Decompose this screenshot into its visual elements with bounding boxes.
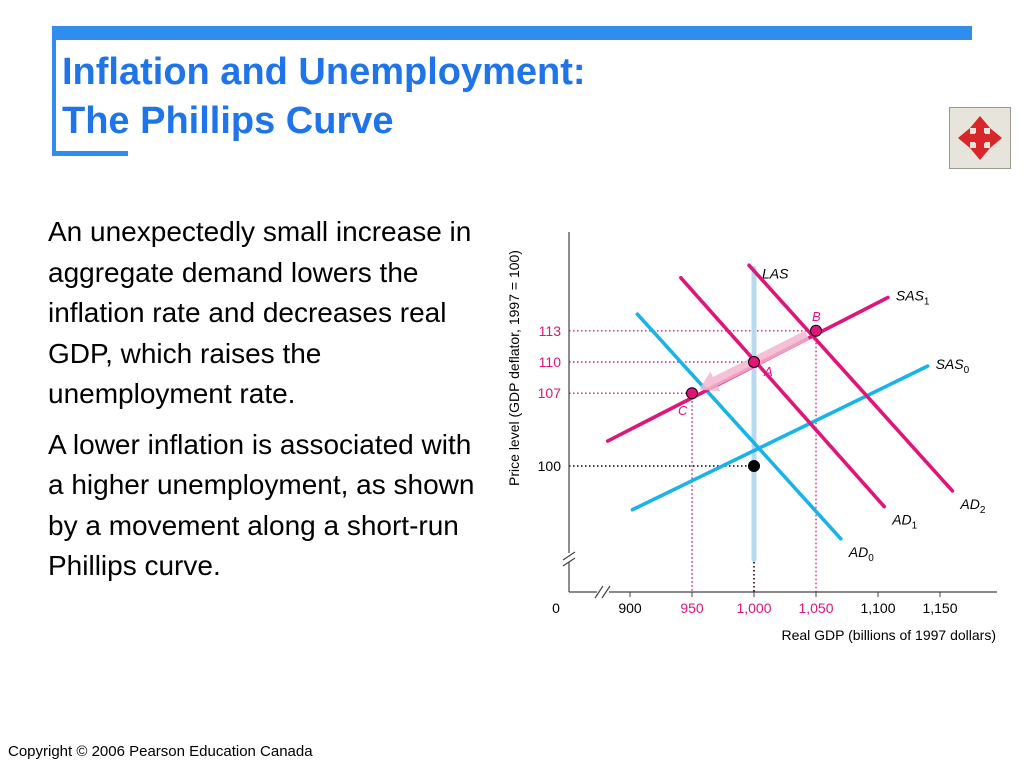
x-axis-break-gap [597, 588, 609, 596]
y-tick-label: 107 [538, 385, 562, 401]
x-tick-label: 1,150 [922, 600, 957, 616]
x-tick-label: 1,000 [736, 600, 771, 616]
chart-curves: LAS AD0 SAS0 SAS1 AD1 AD2 [605, 263, 986, 564]
guide-lines [569, 330, 817, 592]
paragraph-2: A lower inflation is associated with a h… [48, 428, 475, 582]
copyright-footer: Copyright © 2006 Pearson Education Canad… [8, 743, 313, 760]
point-c [686, 387, 698, 400]
chart-points: A B C [678, 309, 822, 472]
y-axis-break-gap [564, 553, 574, 562]
x-tick-label: 900 [618, 600, 642, 616]
x-axis-break-mark [601, 585, 611, 599]
title-accent-bar [52, 26, 972, 40]
point-a [748, 356, 760, 368]
x-axis-title: Real GDP (billions of 1997 dollars) [781, 627, 996, 643]
x-tick-label: 1,100 [860, 600, 895, 616]
navigation-button[interactable] [949, 107, 1011, 169]
chart-axes [562, 232, 997, 599]
title-underline-accent [52, 151, 128, 156]
y-tick-label: 100 [538, 458, 562, 474]
y-axis-title: Price level (GDP deflator, 1997 = 100) [506, 250, 522, 486]
slide-body: An unexpectedly small increase in aggreg… [48, 212, 478, 597]
point-label-b: B [812, 309, 821, 324]
curve-label-las: LAS [762, 265, 789, 281]
x-axis-break-mark [594, 585, 604, 599]
x-tick-label: 1,050 [798, 600, 833, 616]
curve-label-ad1: AD1 [891, 512, 917, 532]
paragraph-1: An unexpectedly small increase in aggreg… [48, 216, 472, 409]
title-line-2: The Phillips Curve [62, 100, 394, 142]
curve-label-ad0: AD0 [848, 544, 874, 564]
x-tick-label: 0 [552, 600, 560, 616]
y-tick-label: 113 [539, 323, 562, 339]
slide-title: Inflation and Unemployment: The Phillips… [62, 48, 586, 146]
tick-labels: 0 900 950 1,000 1,050 1,100 1,150 100 107 110 113 [538, 323, 958, 616]
point-label-c: C [678, 403, 688, 418]
x-tick-label: 950 [680, 600, 704, 616]
title-line-1: Inflation and Unemployment: [62, 51, 586, 93]
curve-label-sas0: SAS0 [936, 356, 970, 376]
curve-label-sas1: SAS1 [896, 288, 930, 308]
point-b [810, 324, 822, 337]
y-tick-label: 110 [539, 354, 562, 370]
four-way-arrows-icon [958, 116, 1002, 160]
curve-label-ad2: AD2 [959, 496, 985, 516]
point-initial-equilibrium [748, 460, 760, 472]
curve-ad1 [679, 275, 887, 509]
y-axis-break-mark [562, 551, 576, 561]
curve-ad2 [747, 263, 955, 493]
curve-sas0 [630, 364, 930, 512]
curve-ad0 [635, 312, 843, 541]
y-axis-break-mark [562, 557, 576, 567]
title-left-border [52, 26, 56, 154]
point-label-a: A [763, 364, 773, 379]
